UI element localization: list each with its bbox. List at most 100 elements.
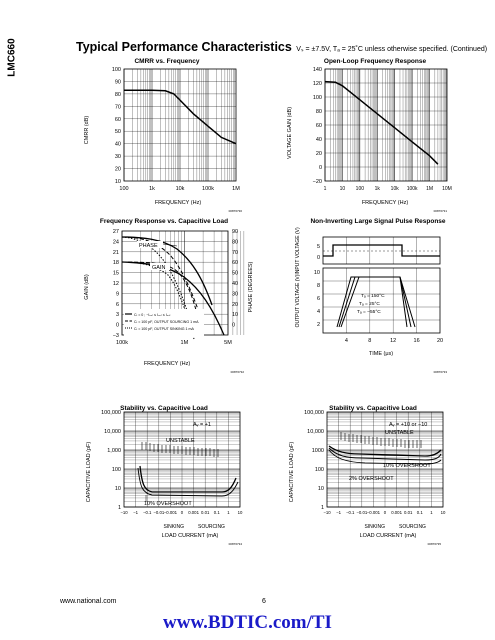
- open-loop-y-tick-3: 80: [316, 109, 322, 115]
- pulse-y-ticks: 5 0 10 8 6 4 2: [314, 244, 320, 328]
- pulse-x-tick-1: 8: [368, 338, 371, 344]
- gain-curve-sink: [121, 261, 195, 340]
- cmrr-figure-id: 00876730: [229, 209, 243, 213]
- stab1-y-tick-0: 100,000: [101, 410, 121, 416]
- cmrr-x-tick-0: 100: [119, 186, 128, 192]
- section-header: Typical Performance Characteristics Vₛ =…: [76, 38, 488, 54]
- freq-y-tick-3: 18: [113, 260, 119, 266]
- temp-label-25: Tₐ = 25°C: [359, 301, 380, 307]
- sourcing-label-left: SOURCING: [198, 524, 225, 530]
- stability-unity-x-label: LOAD CURRENT (mA): [162, 533, 219, 539]
- open-loop-title: Open-Loop Frequency Response: [324, 58, 427, 65]
- cmrr-y-ticks: 100 90 80 70 60 50 40 30 20 10: [112, 67, 121, 185]
- freq-response-x-ticks: 100k 1M 5M: [116, 340, 232, 346]
- open-loop-x-tick-2: 100: [356, 186, 365, 192]
- open-loop-y-tick-2: 100: [313, 95, 322, 101]
- cmrr-y-tick-4: 60: [115, 117, 121, 123]
- cmrr-x-tick-4: 1M: [232, 186, 240, 192]
- open-loop-y-tick-6: 20: [316, 151, 322, 157]
- cmrr-x-tick-1: 1k: [149, 186, 155, 192]
- freq-y2-tick-2: 70: [232, 250, 238, 256]
- cmrr-y-tick-3: 70: [115, 104, 121, 110]
- phase-leader-line: [162, 243, 178, 247]
- section-conditions: Vₛ = ±7.5V, Tₐ = 25˚C unless otherwise s…: [296, 46, 488, 53]
- pulse-x-tick-3: 16: [414, 338, 420, 344]
- freq-y-tick-0: 27: [113, 229, 119, 235]
- freq-x-tick-0: 100k: [116, 340, 128, 346]
- open-loop-x-ticks: 1 10 100 1k 10k 100k 1M 10M: [324, 186, 452, 192]
- freq-y-tick-7: 6: [116, 302, 119, 308]
- freq-y-tick-9: 0: [116, 323, 119, 329]
- freq-response-title: Frequency Response vs. Capacitive Load: [100, 218, 228, 225]
- freq-response-y2-label: PHASE (DEGREES): [248, 261, 254, 312]
- cmrr-y-tick-2: 80: [115, 92, 121, 98]
- freq-y2-tick-9: 0: [232, 323, 235, 329]
- cmrr-y-tick-8: 20: [115, 167, 121, 173]
- temp-labels: Tₐ = 150°C Tₐ = 25°C Tₐ = −55°C: [357, 293, 385, 315]
- stability-gain10-10pct: [328, 447, 442, 461]
- unstable-label-right: UNSTABLE: [385, 430, 414, 436]
- freq-y2-tick-3: 60: [232, 260, 238, 266]
- stability-unity-hatch: [141, 442, 219, 457]
- open-loop-figure-id: 00876731: [434, 209, 448, 213]
- stability-unity-y-ticks: 100,000 10,000 1,000 100 10 1: [101, 410, 121, 511]
- pulse-grid: [323, 237, 440, 333]
- output-plot-frame: [322, 267, 441, 334]
- cmrr-series-line: [124, 89, 237, 145]
- stability-gain10-x-ticks: −10 −1 −0.1 −0.01 −0.001 0 0.001 0.01 0.1 1 10: [323, 510, 446, 515]
- open-loop-series-line: [324, 80, 439, 165]
- stab1-y-tick-5: 1: [118, 505, 121, 511]
- cmrr-chart: CMRR vs. Frequency 100908070605040302010…: [84, 58, 243, 213]
- stab2-y-tick-2: 1000: [312, 448, 324, 454]
- stab1-x-tick-5: 0: [181, 510, 184, 515]
- stab1-x-tick-9: 1: [227, 510, 230, 515]
- output-tick-4: 4: [317, 309, 320, 315]
- stab2-x-tick-7: 0.01: [404, 510, 413, 515]
- open-loop-x-tick-3: 1k: [375, 186, 381, 192]
- stab1-x-tick-8: 0.1: [214, 510, 221, 515]
- input-plot-frame: [322, 236, 441, 265]
- output-voltage-label: OUTPUT VOLTAGE (V): [295, 274, 301, 327]
- freq-x-tick-2: 5M: [224, 340, 232, 346]
- stab2-y-tick-1: 10,000: [307, 429, 324, 435]
- stability-unity-y-label: CAPACITIVE LOAD (pF): [86, 442, 92, 503]
- freq-y2-tick-8: 10: [232, 312, 238, 318]
- pulse-response-title: Non-Inverting Large Signal Pulse Respons…: [310, 218, 445, 225]
- freq-response-x-label: FREQUENCY (Hz): [144, 361, 191, 367]
- stab2-x-tick-10: 10: [441, 510, 446, 515]
- freq-response-y-label: GAIN (dB): [84, 274, 90, 300]
- input-voltage-label: INPUT VOLTAGE (V): [295, 227, 301, 275]
- input-tick-0: 0: [317, 255, 320, 261]
- input-tick-5: 5: [317, 244, 320, 250]
- pulse-response-chart: Non-Inverting Large Signal Pulse Respons…: [295, 218, 447, 374]
- input-pulse: [323, 244, 440, 257]
- freq-y-tick-8: 3: [116, 312, 119, 318]
- output-tick-10: 10: [314, 270, 320, 276]
- output-tick-6: 6: [317, 296, 320, 302]
- watermark-link[interactable]: www.BDTIC.com/TI: [163, 612, 332, 633]
- stab2-y-tick-3: 100: [315, 467, 324, 473]
- gain-curve-cl0: [121, 261, 225, 336]
- overshoot-2-label: 2% OVERSHOOT: [349, 476, 394, 482]
- gain-curve-source: [121, 261, 203, 336]
- stab1-y-tick-2: 1,000: [107, 448, 121, 454]
- stab2-x-tick-8: 0.1: [417, 510, 424, 515]
- stability-unity-grid: [123, 411, 241, 508]
- stab1-x-tick-0: −10: [120, 510, 128, 515]
- sourcing-label-right: SOURCING: [399, 524, 426, 530]
- cmrr-x-tick-3: 100k: [202, 186, 214, 192]
- stability-gain10-y-ticks: 100,000 10,000 1000 100 10 1: [304, 410, 324, 511]
- stability-gain10-boundary: [328, 445, 442, 457]
- stab1-x-tick-2: −0.1: [143, 510, 152, 515]
- freq-y-tick-4: 15: [113, 271, 119, 277]
- stab2-x-tick-3: −0.01: [356, 510, 367, 515]
- cmrr-y-label: CMRR (dB): [84, 116, 90, 145]
- freq-y2-tick-5: 40: [232, 281, 238, 287]
- pulse-x-tick-2: 12: [390, 338, 396, 344]
- freq-response-y2-ticks: 90 80 70 60 50 40 30 20 10 0: [232, 229, 238, 329]
- pulse-x-tick-4: 20: [437, 338, 443, 344]
- stab1-x-tick-4: −0.001: [164, 510, 178, 515]
- footer-website: www.national.com: [60, 598, 117, 605]
- cmrr-y-tick-1: 90: [115, 79, 121, 85]
- stab2-x-tick-4: −0.001: [367, 510, 381, 515]
